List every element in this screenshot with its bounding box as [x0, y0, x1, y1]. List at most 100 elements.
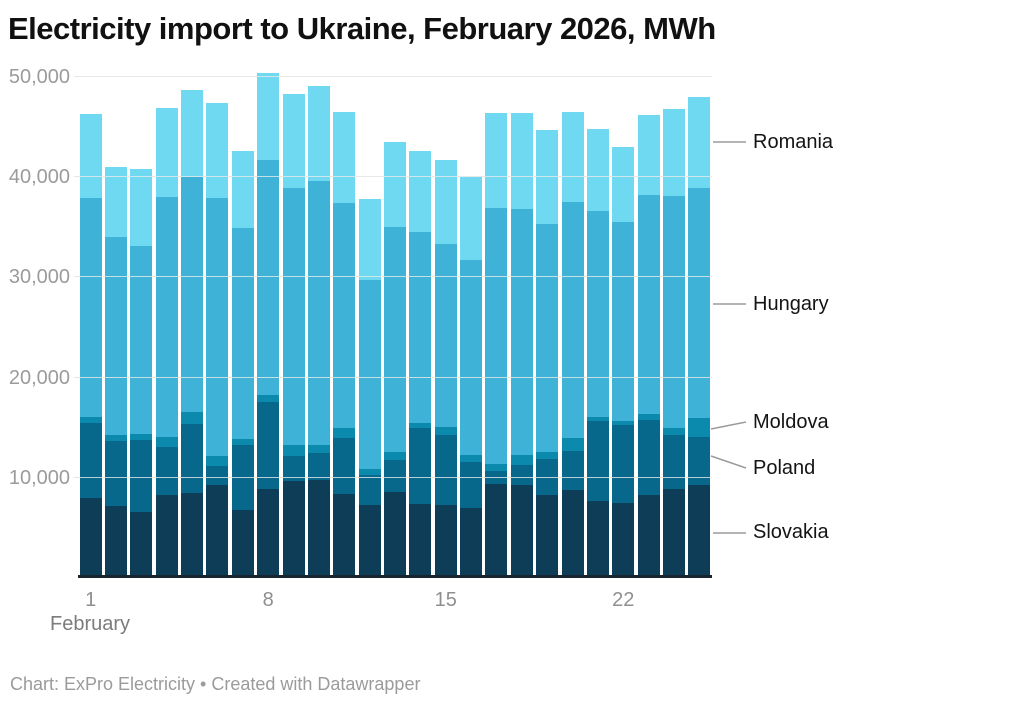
bar-day15-moldova-segment: [434, 426, 457, 435]
legend-label-hungary: Hungary: [753, 293, 829, 315]
bar-day23-moldova-segment: [637, 413, 660, 420]
bar-day3-romania-segment: [130, 169, 153, 247]
bar-day16-slovakia-segment: [460, 507, 483, 577]
bar-day4-poland-segment: [155, 446, 178, 495]
bar-day1-moldova-segment: [79, 416, 102, 423]
bar-day14-hungary-segment: [409, 232, 432, 423]
legend-label-poland: Poland: [753, 457, 816, 479]
bar-day3-slovakia-segment: [130, 511, 153, 577]
bar-day5-slovakia-segment: [181, 492, 204, 577]
y-grid-line-overlay: [78, 476, 712, 478]
bar-day7-romania-segment: [231, 151, 254, 229]
legend-label-moldova: Moldova: [753, 411, 829, 433]
bar-day6-romania-segment: [206, 103, 229, 199]
bar-day20-slovakia-segment: [561, 489, 584, 577]
bar-day8-romania-segment: [257, 72, 280, 161]
bar-day16-poland-segment: [460, 461, 483, 508]
bar-day8-hungary-segment: [257, 160, 280, 395]
bar-day1-hungary-segment: [79, 198, 102, 417]
bar-day25-slovakia-segment: [688, 484, 711, 577]
bar-day13-hungary-segment: [384, 227, 406, 452]
bar-day11-hungary-segment: [333, 203, 356, 428]
bar-day24-slovakia-segment: [662, 488, 685, 577]
bar-day15-romania-segment: [434, 160, 457, 245]
bar-day20-hungary-segment: [561, 202, 584, 438]
x-axis-line: [78, 575, 712, 578]
bar-day13-slovakia-segment: [384, 491, 406, 577]
bar-day24-hungary-segment: [662, 196, 685, 428]
bar-day18-poland-segment: [510, 464, 533, 485]
bar-day14-moldova-segment: [409, 422, 432, 428]
bar-day11-romania-segment: [333, 112, 356, 204]
bar-day9-moldova-segment: [282, 444, 305, 456]
bar-day22-poland-segment: [612, 424, 635, 503]
bar-day24-moldova-segment: [662, 427, 685, 435]
bar-day15-poland-segment: [434, 434, 457, 505]
y-axis-tick-label: 50,000: [8, 66, 70, 88]
bar-day11-poland-segment: [333, 437, 356, 494]
bar-day9-romania-segment: [282, 94, 305, 189]
bar-day4-romania-segment: [155, 108, 178, 198]
bar-day23-hungary-segment: [637, 195, 660, 414]
y-grid-line-overlay: [78, 276, 712, 278]
bar-day6-moldova-segment: [206, 455, 229, 466]
bar-day23-romania-segment: [637, 115, 660, 196]
bar-day11-moldova-segment: [333, 427, 356, 438]
bar-day25-romania-segment: [688, 97, 711, 189]
bar-day20-romania-segment: [561, 112, 584, 203]
y-axis-tick-label: 10,000: [8, 466, 70, 489]
bar-day2-poland-segment: [105, 440, 128, 506]
bar-day13-romania-segment: [384, 142, 406, 228]
bar-day18-hungary-segment: [510, 209, 533, 455]
y-axis-tick-label: 30,000: [8, 266, 70, 289]
bar-day6-poland-segment: [206, 465, 229, 485]
bar-day19-poland-segment: [536, 458, 559, 495]
bar-day10-slovakia-segment: [307, 479, 330, 577]
bar-day5-hungary-segment: [181, 177, 204, 412]
bar-day13-poland-segment: [384, 459, 406, 492]
bar-day6-hungary-segment: [206, 198, 229, 456]
bar-day23-slovakia-segment: [637, 494, 660, 577]
bar-day12-slovakia-segment: [358, 504, 381, 577]
bar-day2-moldova-segment: [105, 434, 128, 441]
bar-day5-romania-segment: [181, 90, 204, 178]
x-axis-tick-label: 8: [262, 589, 274, 611]
bar-day2-romania-segment: [105, 167, 128, 238]
bar-day18-moldova-segment: [510, 454, 533, 465]
bar-day4-moldova-segment: [155, 436, 178, 447]
bar-day16-moldova-segment: [460, 454, 483, 462]
bar-day3-moldova-segment: [130, 433, 153, 440]
y-axis-tick-label: 20,000: [8, 366, 70, 389]
bar-day10-poland-segment: [307, 452, 330, 480]
bar-day20-moldova-segment: [561, 437, 584, 451]
bar-day4-hungary-segment: [155, 197, 178, 437]
bar-day17-romania-segment: [485, 113, 508, 209]
bar-day12-poland-segment: [358, 474, 381, 505]
legend-label-slovakia: Slovakia: [753, 521, 829, 543]
bar-day4-slovakia-segment: [155, 494, 178, 577]
bar-day25-hungary-segment: [688, 188, 711, 418]
bar-day14-romania-segment: [409, 151, 432, 233]
bar-day2-hungary-segment: [105, 237, 128, 435]
bar-day3-hungary-segment: [130, 246, 153, 434]
bar-day11-slovakia-segment: [333, 493, 356, 577]
x-axis-tick-label: 22: [612, 589, 635, 611]
bar-day12-romania-segment: [358, 199, 381, 281]
bar-day7-slovakia-segment: [231, 509, 254, 577]
bar-day20-poland-segment: [561, 450, 584, 490]
bar-day1-slovakia-segment: [79, 497, 102, 577]
bar-day17-moldova-segment: [485, 463, 508, 471]
bar-day10-romania-segment: [307, 86, 330, 182]
bar-day1-romania-segment: [79, 114, 102, 199]
bar-day21-moldova-segment: [586, 416, 609, 421]
bar-day8-moldova-segment: [257, 394, 280, 402]
bar-day19-moldova-segment: [536, 451, 559, 459]
bar-day15-hungary-segment: [434, 244, 457, 427]
bar-day7-hungary-segment: [231, 228, 254, 439]
bar-day9-slovakia-segment: [282, 480, 305, 577]
chart-title: Electricity import to Ukraine, February …: [8, 11, 716, 46]
bar-day25-moldova-segment: [688, 417, 711, 437]
bar-day17-slovakia-segment: [485, 483, 508, 577]
bar-day2-slovakia-segment: [105, 505, 128, 577]
bar-day21-slovakia-segment: [586, 500, 609, 577]
